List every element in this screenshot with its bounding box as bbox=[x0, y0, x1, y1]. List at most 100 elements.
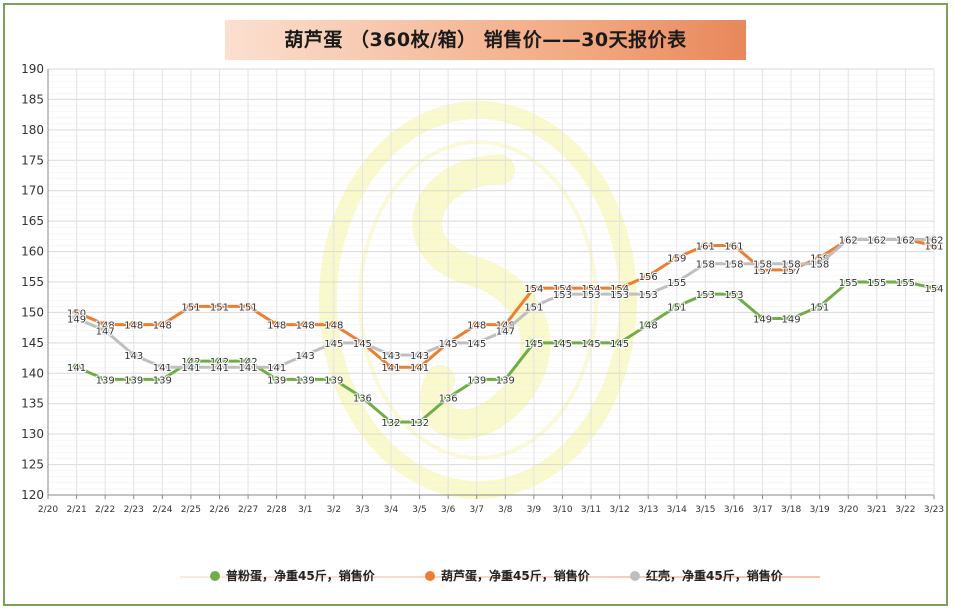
legend-label: 葫芦蛋，净重45斤，销售价 bbox=[441, 569, 590, 583]
data-point bbox=[587, 284, 596, 293]
x-tick-label: 2/25 bbox=[181, 505, 201, 515]
legend-swatch bbox=[630, 571, 640, 581]
x-tick-label: 2/24 bbox=[152, 505, 172, 515]
data-label: 151 bbox=[667, 302, 686, 313]
data-label: 155 bbox=[839, 278, 858, 289]
x-tick-label: 2/28 bbox=[267, 505, 287, 515]
x-tick-label: 2/20 bbox=[38, 505, 58, 515]
data-point bbox=[901, 278, 910, 286]
x-tick-label: 3/1 bbox=[298, 505, 312, 515]
data-label: 154 bbox=[924, 284, 943, 295]
data-point bbox=[787, 259, 796, 268]
data-label: 148 bbox=[296, 321, 315, 332]
data-label: 162 bbox=[839, 235, 858, 246]
data-point bbox=[672, 253, 681, 262]
data-point bbox=[815, 253, 824, 262]
data-label: 145 bbox=[553, 339, 572, 350]
data-label: 153 bbox=[639, 290, 658, 301]
data-label: 148 bbox=[153, 321, 172, 332]
data-point bbox=[701, 241, 710, 250]
data-point bbox=[301, 351, 310, 360]
data-label: 155 bbox=[667, 278, 686, 289]
legend-item: 红壳，净重45斤，销售价 bbox=[630, 568, 783, 584]
data-point bbox=[758, 314, 767, 323]
data-point bbox=[386, 363, 395, 372]
x-tick-label: 2/26 bbox=[209, 505, 229, 515]
legend-label: 红壳，净重45斤，销售价 bbox=[646, 569, 783, 583]
x-tick-label: 3/3 bbox=[355, 505, 369, 515]
data-point bbox=[101, 320, 110, 329]
data-label: 154 bbox=[524, 284, 543, 295]
data-label: 161 bbox=[724, 241, 743, 252]
data-point bbox=[529, 302, 538, 311]
data-point bbox=[129, 375, 138, 384]
data-point bbox=[844, 235, 853, 244]
data-point bbox=[215, 357, 224, 366]
x-tick-label: 2/22 bbox=[95, 505, 115, 515]
data-label: 147 bbox=[496, 327, 515, 338]
data-point bbox=[272, 320, 281, 329]
data-point bbox=[472, 375, 481, 384]
y-tick-label: 160 bbox=[21, 245, 44, 259]
data-point bbox=[444, 393, 453, 402]
data-label: 141 bbox=[239, 363, 258, 374]
data-label: 132 bbox=[381, 418, 400, 429]
y-tick-label: 190 bbox=[21, 62, 44, 76]
x-tick-label: 3/17 bbox=[752, 505, 772, 515]
legend-label: 普粉蛋，净重45斤，销售价 bbox=[226, 569, 375, 583]
x-tick-label: 3/6 bbox=[441, 505, 456, 515]
data-point bbox=[815, 259, 824, 268]
axes: 120 125 130 135 140 145 150 155 160 165 170 175 180 1… bbox=[21, 62, 944, 515]
data-point bbox=[329, 320, 338, 329]
x-tick-label: 3/21 bbox=[867, 505, 887, 515]
data-point bbox=[872, 235, 881, 244]
data-label: 148 bbox=[496, 321, 515, 332]
chart-frame bbox=[3, 3, 948, 606]
data-point bbox=[930, 284, 938, 293]
data-label: 157 bbox=[753, 266, 772, 277]
x-tick-label: 3/14 bbox=[667, 505, 687, 515]
y-tick-label: 150 bbox=[21, 305, 44, 319]
data-label: 162 bbox=[924, 235, 943, 246]
data-point bbox=[358, 338, 367, 347]
data-point bbox=[72, 308, 81, 317]
data-point bbox=[72, 314, 81, 323]
data-label: 139 bbox=[267, 375, 286, 386]
data-point bbox=[815, 302, 824, 311]
data-point bbox=[101, 375, 110, 384]
legend-item: 葫芦蛋，净重45斤，销售价 bbox=[425, 568, 590, 584]
data-point bbox=[872, 278, 881, 286]
data-label: 148 bbox=[324, 321, 343, 332]
data-point bbox=[644, 271, 653, 280]
data-label: 145 bbox=[439, 339, 458, 350]
data-point bbox=[930, 241, 938, 250]
data-point bbox=[472, 320, 481, 329]
data-label: 141 bbox=[153, 363, 172, 374]
data-label: 145 bbox=[467, 339, 486, 350]
y-tick-label: 175 bbox=[21, 153, 44, 167]
data-label: 143 bbox=[296, 351, 315, 362]
data-point bbox=[329, 375, 338, 384]
x-tick-label: 3/19 bbox=[810, 505, 830, 515]
y-tick-label: 125 bbox=[21, 458, 44, 472]
data-point bbox=[472, 338, 481, 347]
data-point bbox=[501, 326, 510, 335]
data-label: 149 bbox=[782, 315, 801, 326]
x-tick-label: 3/18 bbox=[781, 505, 801, 515]
data-point bbox=[244, 357, 253, 366]
data-point bbox=[186, 357, 195, 366]
data-label: 151 bbox=[810, 302, 829, 313]
data-point bbox=[615, 290, 624, 299]
data-point bbox=[358, 393, 367, 402]
x-tick-label: 3/11 bbox=[581, 505, 601, 515]
data-label: 141 bbox=[410, 363, 429, 374]
y-tick-label: 185 bbox=[21, 92, 44, 106]
data-label: 139 bbox=[324, 375, 343, 386]
data-point bbox=[215, 363, 224, 372]
data-point bbox=[701, 259, 710, 268]
y-tick-label: 180 bbox=[21, 123, 44, 137]
legend-baseline bbox=[180, 576, 820, 578]
legend-swatch bbox=[210, 571, 220, 581]
x-tick-label: 3/15 bbox=[695, 505, 715, 515]
